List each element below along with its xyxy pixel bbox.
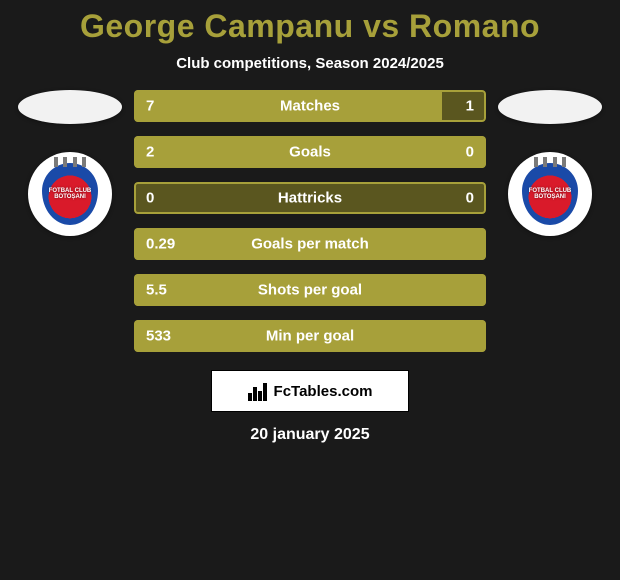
stats-bars: 7 Matches 1 2 Goals 0 0 Hattricks 0 0.29… — [134, 90, 486, 352]
stat-label: Matches — [280, 98, 340, 115]
fctables-logo-icon — [248, 381, 268, 401]
stat-label: Min per goal — [266, 328, 354, 345]
right-column: FOTBAL CLUB BOTOȘANI — [498, 90, 602, 236]
stat-value-right: 1 — [466, 98, 474, 115]
stat-row: 5.5 Shots per goal — [134, 274, 486, 306]
stat-label: Goals — [289, 144, 331, 161]
left-column: FOTBAL CLUB BOTOȘANI — [18, 90, 122, 236]
date-label: 20 january 2025 — [0, 426, 620, 444]
flag-right — [498, 90, 602, 124]
stat-value-left: 0 — [146, 190, 154, 207]
stat-row: 0 Hattricks 0 — [134, 182, 486, 214]
stat-value-right: 0 — [466, 190, 474, 207]
crest-text: FOTBAL CLUB BOTOȘANI — [529, 188, 572, 200]
comparison-container: George Campanu vs Romano Club competitio… — [0, 0, 620, 580]
stat-value-left: 7 — [146, 98, 154, 115]
stat-row: 0.29 Goals per match — [134, 228, 486, 260]
crest-shield-icon: FOTBAL CLUB BOTOȘANI — [522, 163, 578, 225]
subtitle: Club competitions, Season 2024/2025 — [0, 55, 620, 72]
stat-value-left: 5.5 — [146, 282, 167, 299]
flag-left — [18, 90, 122, 124]
stat-row: 2 Goals 0 — [134, 136, 486, 168]
crest-towers-icon — [534, 157, 566, 167]
crest-left: FOTBAL CLUB BOTOȘANI — [42, 163, 98, 225]
club-badge-left: FOTBAL CLUB BOTOȘANI — [28, 152, 112, 236]
stat-value-left: 533 — [146, 328, 171, 345]
crest-shield-icon: FOTBAL CLUB BOTOȘANI — [42, 163, 98, 225]
club-badge-right: FOTBAL CLUB BOTOȘANI — [508, 152, 592, 236]
middle-section: FOTBAL CLUB BOTOȘANI 7 Matches 1 2 Goals… — [0, 90, 620, 352]
stat-label: Shots per goal — [258, 282, 362, 299]
attribution-text: FcTables.com — [274, 383, 373, 400]
page-title: George Campanu vs Romano — [0, 8, 620, 45]
stat-value-left: 2 — [146, 144, 154, 161]
attribution: FcTables.com — [211, 370, 409, 412]
crest-right: FOTBAL CLUB BOTOȘANI — [522, 163, 578, 225]
stat-row: 7 Matches 1 — [134, 90, 486, 122]
stat-value-left: 0.29 — [146, 236, 175, 253]
stat-value-right: 0 — [466, 144, 474, 161]
stat-label: Hattricks — [278, 190, 342, 207]
crest-text: FOTBAL CLUB BOTOȘANI — [49, 188, 92, 200]
stat-row: 533 Min per goal — [134, 320, 486, 352]
crest-towers-icon — [54, 157, 86, 167]
stat-label: Goals per match — [251, 236, 369, 253]
